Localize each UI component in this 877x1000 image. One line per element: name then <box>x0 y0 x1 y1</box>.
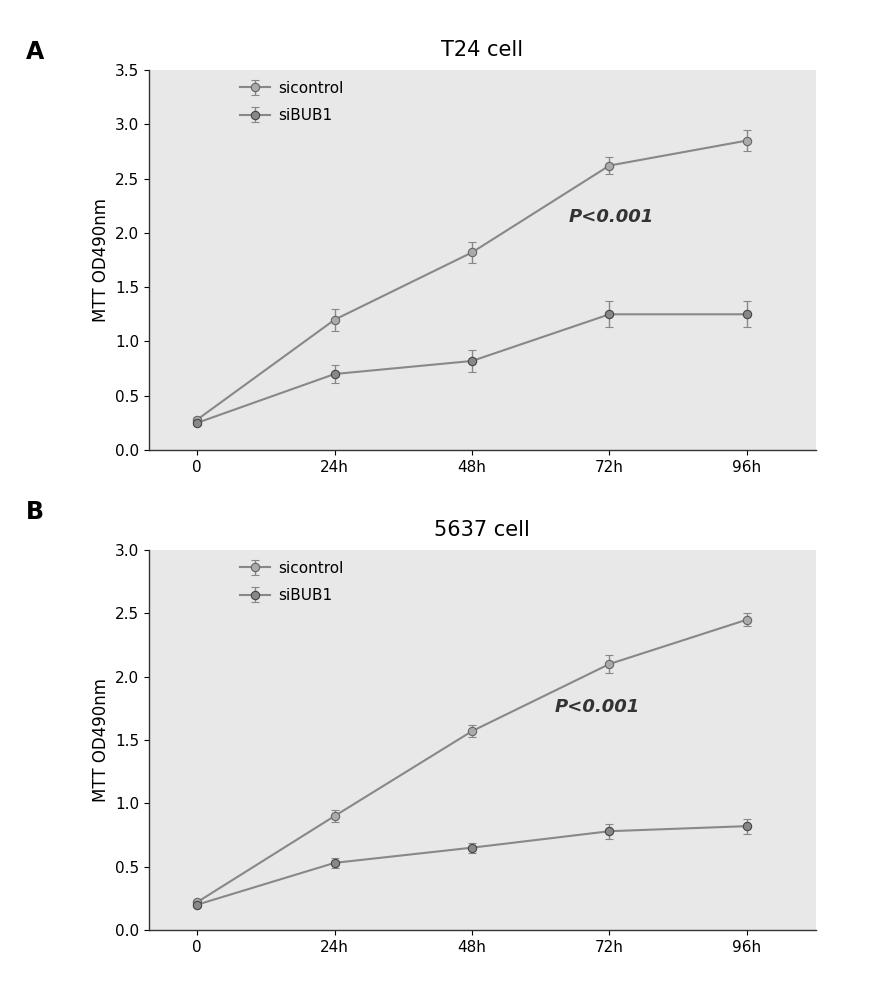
Title: 5637 cell: 5637 cell <box>434 520 531 540</box>
Title: T24 cell: T24 cell <box>441 40 524 60</box>
Y-axis label: MTT OD490nm: MTT OD490nm <box>91 678 110 802</box>
Text: P<0.001: P<0.001 <box>568 208 653 226</box>
Text: P<0.001: P<0.001 <box>554 698 639 716</box>
Text: A: A <box>26 40 45 64</box>
Legend: sicontrol, siBUB1: sicontrol, siBUB1 <box>237 558 346 606</box>
Legend: sicontrol, siBUB1: sicontrol, siBUB1 <box>237 78 346 126</box>
Text: B: B <box>26 500 45 524</box>
Y-axis label: MTT OD490nm: MTT OD490nm <box>91 198 110 322</box>
